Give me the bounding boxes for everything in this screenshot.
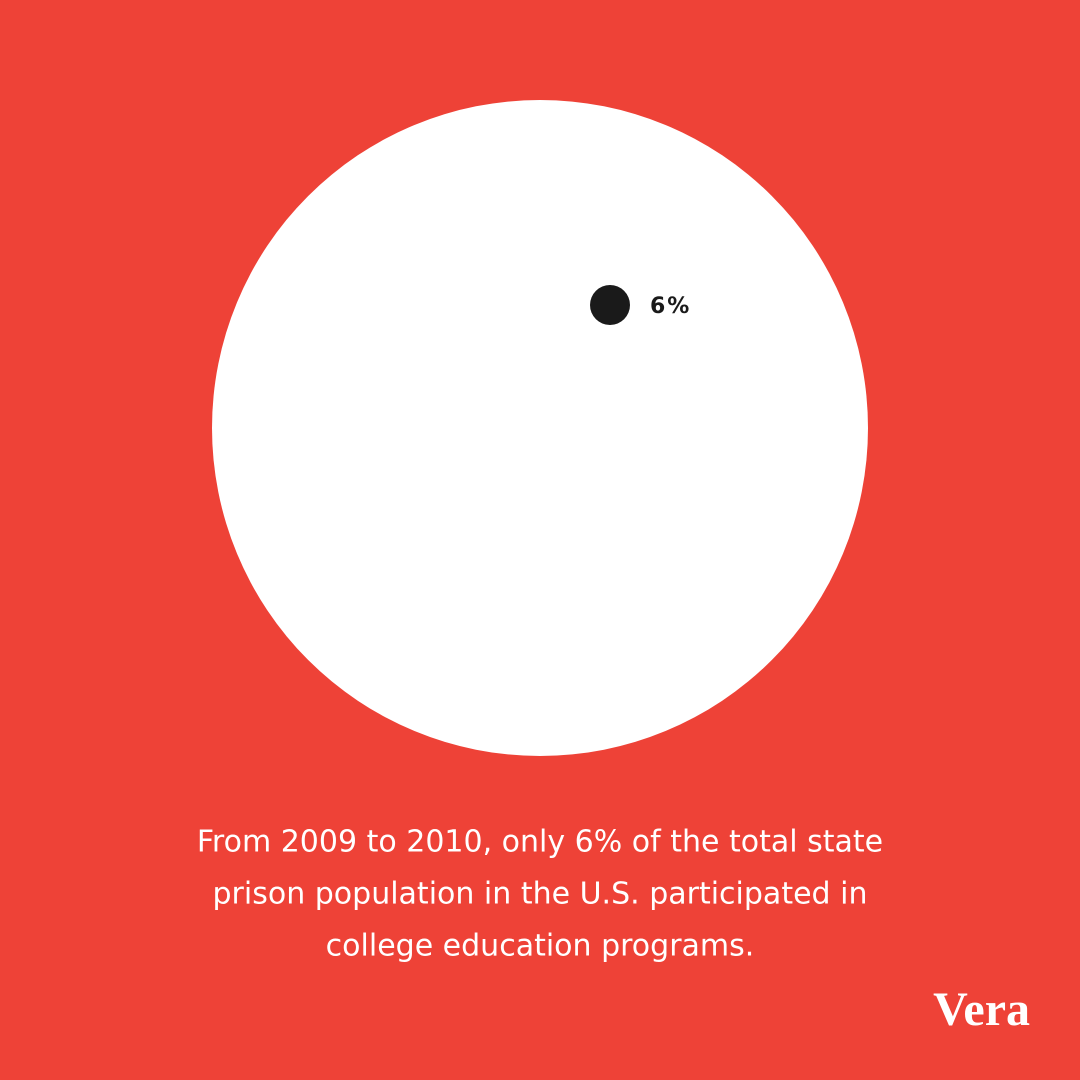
brand-logo: Vera xyxy=(933,983,1030,1036)
caption-line: college education programs. xyxy=(326,929,755,964)
share-dot xyxy=(590,285,630,325)
caption-line: From 2009 to 2010, only 6% of the total … xyxy=(197,825,883,860)
caption-line: prison population in the U.S. participat… xyxy=(213,877,868,912)
share-label: 6% xyxy=(650,294,691,319)
total-circle xyxy=(212,100,868,756)
